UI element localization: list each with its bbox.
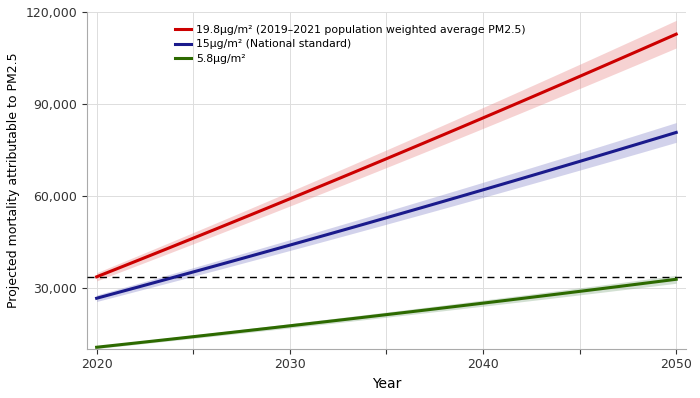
X-axis label: Year: Year <box>372 377 401 391</box>
Y-axis label: Projected mortality attributable to PM2.5: Projected mortality attributable to PM2.… <box>7 53 20 308</box>
Legend: 19.8μg/m² (2019–2021 population weighted average PM2.5), 15μg/m² (National stand: 19.8μg/m² (2019–2021 population weighted… <box>170 21 530 68</box>
